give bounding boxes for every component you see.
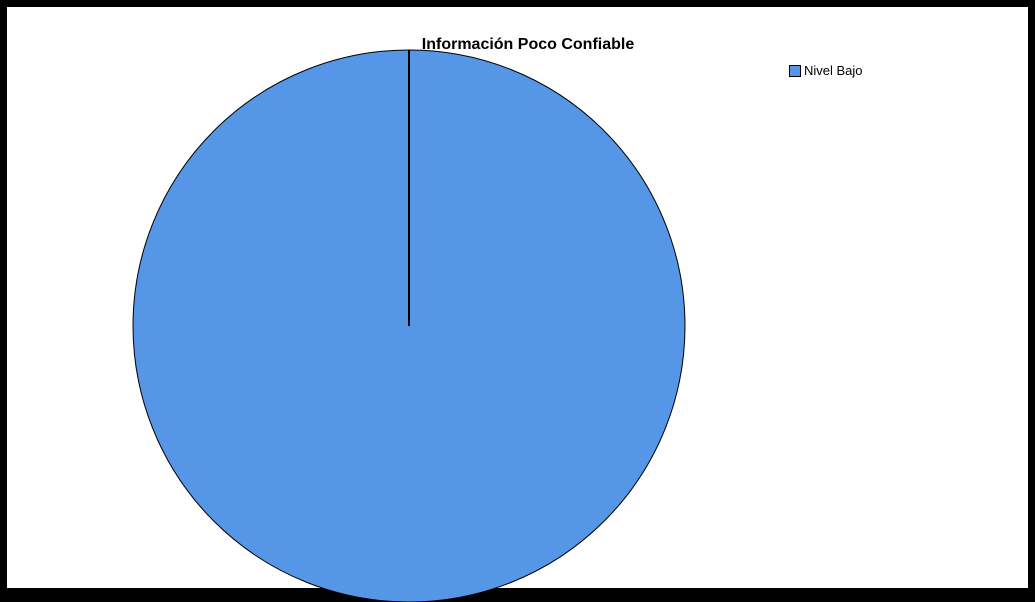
chart-legend: Nivel Bajo bbox=[789, 63, 863, 78]
pie-slices bbox=[132, 49, 686, 602]
legend-swatch-nivel-bajo bbox=[789, 64, 801, 77]
legend-label-nivel-bajo: Nivel Bajo bbox=[804, 63, 863, 78]
pie-chart bbox=[132, 49, 686, 602]
chart-title: Información Poco Confiable bbox=[421, 36, 635, 53]
